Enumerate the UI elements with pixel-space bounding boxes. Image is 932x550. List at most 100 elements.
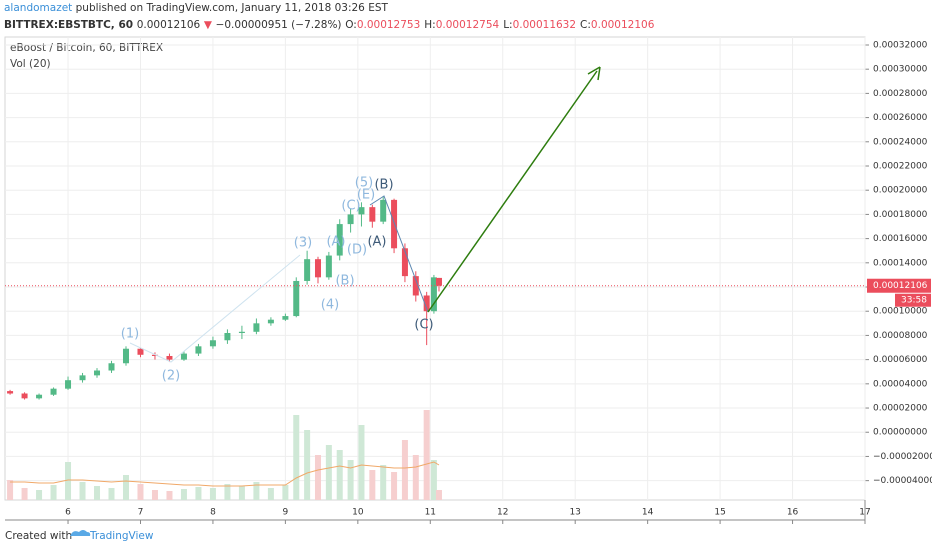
candle-body (401, 248, 408, 277)
wave-label: (2) (162, 369, 180, 384)
candle-body (336, 224, 343, 256)
candle-body (369, 207, 376, 222)
candle-body (166, 355, 173, 360)
volume-label: Vol (20) (10, 58, 51, 70)
candle-body (195, 346, 202, 354)
wave-label: (5) (355, 176, 373, 191)
y-tick-label: 0.00032000 (873, 40, 928, 50)
y-tick-label: 0.00014000 (873, 258, 928, 268)
candle-body (180, 353, 187, 360)
candle-body (224, 333, 231, 341)
y-tick-label: 0.00018000 (873, 210, 928, 220)
y-tick-label: 0.00000000 (873, 428, 928, 438)
x-tick-label: 6 (65, 508, 71, 518)
candle-body (151, 354, 158, 356)
wave-label: (4) (321, 298, 339, 313)
candle-body (94, 370, 101, 376)
volume-bar (65, 462, 72, 500)
volume-bar (166, 491, 173, 500)
footer-created: Created with (5, 530, 72, 542)
candle-body (423, 295, 430, 312)
volume-bar (336, 450, 343, 500)
y-tick-label: 0.00016000 (873, 234, 928, 244)
footer-brand[interactable]: TradingView (89, 530, 154, 542)
volume-bar (369, 470, 376, 500)
wave-label: (A) (367, 235, 386, 250)
ohlc: O:0.00012753 H:0.00012754 L:0.00011632 C:0.… (345, 19, 658, 31)
candle-body (391, 199, 398, 249)
volume-bar (325, 445, 332, 500)
ohlc-key: C: (580, 19, 591, 31)
x-tick-label: 13 (569, 508, 580, 518)
arrow: ▼ (203, 19, 212, 31)
x-tick-label: 14 (642, 508, 654, 518)
y-tick-label: 0.00022000 (873, 162, 928, 172)
volume-bar (180, 489, 187, 500)
candle-body (435, 277, 442, 286)
volume-bar (108, 488, 115, 500)
candle-body (108, 363, 115, 371)
wave-label: (D) (347, 243, 367, 258)
y-tick-label: 0.00004000 (873, 379, 928, 389)
volume-bar (94, 486, 101, 500)
volume-bar (304, 430, 311, 500)
wave-label: (C) (414, 318, 433, 333)
plot-frame (4, 36, 866, 501)
candle-body (347, 214, 354, 225)
candle-body (380, 199, 387, 222)
volume-bar (358, 425, 365, 500)
x-tick-label: 7 (138, 508, 144, 518)
ohlc-value: 0.00012754 (435, 19, 500, 31)
y-tick-label: 0.00006000 (873, 355, 928, 365)
candle-body (412, 276, 419, 296)
volume-bar (122, 475, 129, 500)
x-tick-label: 8 (210, 508, 216, 518)
x-tick-label: 17 (859, 508, 870, 518)
last: 0.00012106 (136, 19, 201, 31)
countdown-label: 33:58 (901, 296, 927, 306)
ohlc-value: 0.00012106 (590, 19, 655, 31)
volume-bar (209, 488, 216, 500)
volume-bar (21, 488, 28, 500)
y-tick-label: 0.00028000 (873, 89, 928, 99)
ohlc-key: L: (503, 19, 513, 31)
candle-body (36, 394, 43, 399)
y-tick-label: 0.00030000 (873, 65, 928, 75)
candle-body (293, 280, 300, 317)
x-tick-label: 9 (283, 508, 289, 518)
x-tick-label: 16 (787, 508, 799, 518)
volume-bar (347, 460, 354, 500)
wave-label: (A) (326, 235, 345, 250)
y-tick-label: 0.00024000 (873, 137, 928, 147)
publish-line: alandomazet published on TradingView.com… (4, 2, 388, 14)
y-tick-label: 0.00026000 (873, 113, 928, 123)
candle-body (314, 259, 321, 278)
change: −0.00000951 (−7.28%) (215, 19, 342, 31)
y-tick-label: 0.00020000 (873, 186, 928, 196)
volume-bar (435, 490, 442, 500)
candle-body (65, 380, 72, 389)
symbol-line: BITTREX:EBSTBTC, 60 0.00012106 ▼ −0.0000… (4, 19, 658, 31)
x-tick-label: 11 (425, 508, 436, 518)
x-tick-label: 12 (497, 508, 508, 518)
ohlc-value: 0.00012753 (356, 19, 421, 31)
forecast-arrow (427, 70, 598, 313)
y-tick-label: 0.00002000 (873, 404, 928, 414)
candle-body (267, 319, 274, 324)
volume-bar (79, 482, 86, 500)
wave-label: (B) (335, 274, 354, 289)
candle-body (50, 388, 57, 395)
volume-bar (412, 455, 419, 500)
published: published on TradingView.com, January 11… (75, 2, 388, 14)
volume-bar (50, 485, 57, 500)
y-tick-label: 0.00008000 (873, 331, 928, 341)
last-price-tag (867, 278, 931, 293)
wave-label: (E) (357, 188, 375, 203)
forecast-arrow-head (587, 66, 601, 81)
candle-body (282, 316, 289, 320)
author-link[interactable]: alandomazet (4, 2, 73, 14)
ohlc-key: O: (345, 19, 357, 31)
wave-label: (3) (294, 236, 312, 251)
